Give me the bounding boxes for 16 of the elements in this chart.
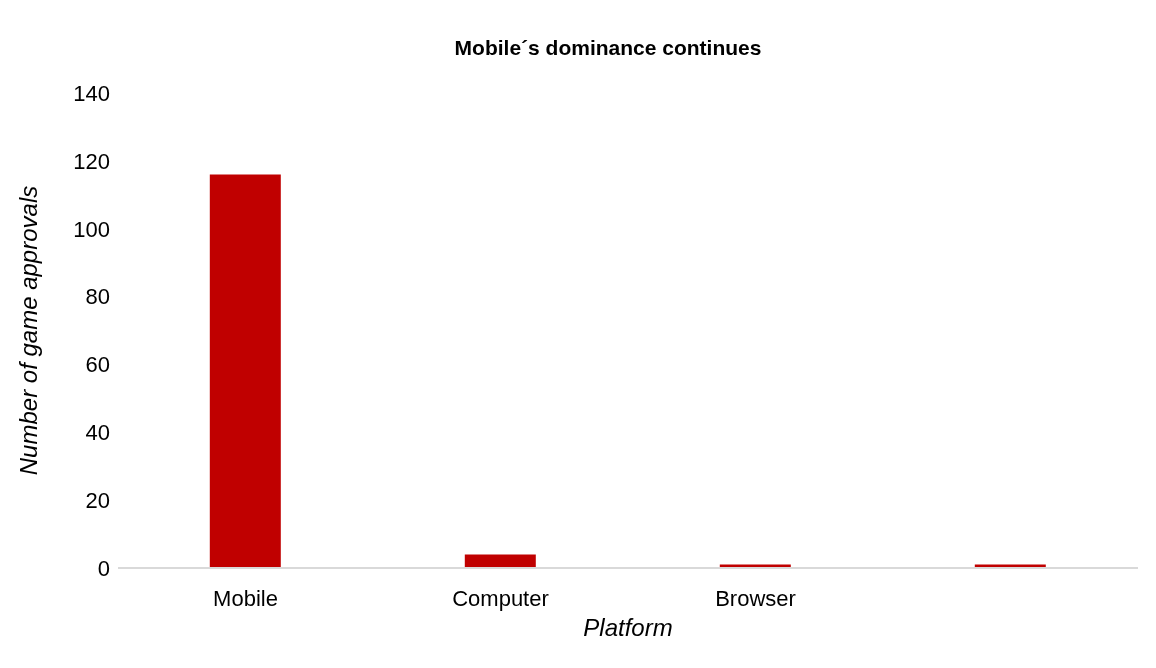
- y-tick-label: 140: [73, 80, 110, 106]
- y-tick-label: 120: [73, 148, 110, 174]
- bar: [464, 554, 536, 568]
- bar: [209, 174, 281, 568]
- y-tick-label: 100: [73, 216, 110, 242]
- y-tick-label: 20: [85, 487, 110, 513]
- y-tick-label: 0: [97, 555, 110, 581]
- x-tick-label: Mobile: [213, 585, 278, 611]
- y-tick-label: 60: [85, 352, 110, 378]
- y-tick-label: 40: [85, 420, 110, 446]
- y-tick-label: 80: [85, 284, 110, 310]
- chart-title: Mobile´s dominance continues: [453, 36, 763, 60]
- x-axis-title: Platform: [583, 614, 673, 641]
- y-axis-title: Number of game approvals: [14, 185, 42, 476]
- x-tick-label: Computer: [452, 585, 549, 611]
- x-tick-label: Browser: [715, 585, 796, 611]
